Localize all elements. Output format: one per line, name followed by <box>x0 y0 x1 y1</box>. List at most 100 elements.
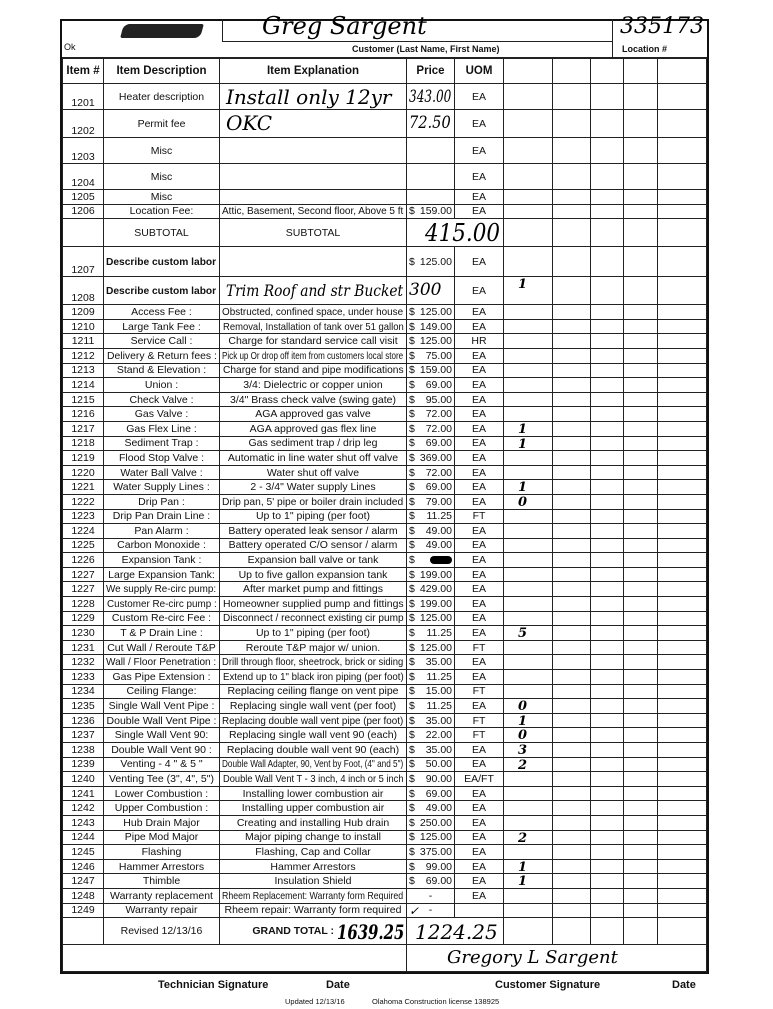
quantity-cell[interactable]: 1 <box>503 420 553 437</box>
quantity-cell[interactable] <box>503 654 553 671</box>
price-cell[interactable]: $90.00 <box>406 771 455 787</box>
blank-cell[interactable] <box>590 83 624 110</box>
blank-cell[interactable] <box>657 508 707 525</box>
quantity-cell[interactable] <box>503 406 553 422</box>
price-cell[interactable]: $199.00 <box>406 566 455 583</box>
blank-cell[interactable] <box>590 902 624 919</box>
blank-cell[interactable] <box>552 479 591 495</box>
blank-cell[interactable] <box>590 493 624 510</box>
price-cell[interactable]: $69.00 <box>406 873 455 889</box>
blank-cell[interactable] <box>623 814 658 831</box>
blank-cell[interactable] <box>590 814 624 831</box>
quantity-cell[interactable]: 5 <box>503 625 553 641</box>
blank-cell[interactable] <box>590 552 624 568</box>
quantity-cell[interactable] <box>503 189 553 205</box>
price-cell[interactable]: $69.00 <box>406 377 455 393</box>
blank-cell[interactable] <box>590 683 624 700</box>
blank-cell[interactable] <box>657 683 707 700</box>
price-cell[interactable]: $75.00 <box>406 347 455 364</box>
blank-cell[interactable] <box>552 785 591 802</box>
blank-cell[interactable] <box>552 493 591 510</box>
blank-cell[interactable] <box>552 771 591 787</box>
price-cell[interactable]: 72.50 <box>406 109 455 138</box>
price-cell[interactable]: $11.25 <box>406 625 455 641</box>
price-cell[interactable]: $35.00 <box>406 742 455 758</box>
price-cell[interactable]: $72.00 <box>406 406 455 422</box>
blank-cell[interactable] <box>623 566 658 583</box>
quantity-cell[interactable] <box>503 566 553 583</box>
blank-cell[interactable] <box>552 420 591 437</box>
blank-cell[interactable] <box>657 318 707 335</box>
blank-cell[interactable] <box>552 464 591 481</box>
blank-cell[interactable] <box>657 537 707 554</box>
blank-cell[interactable] <box>552 887 591 904</box>
blank-cell[interactable] <box>590 639 624 656</box>
blank-cell[interactable] <box>657 246 707 278</box>
blank-cell[interactable] <box>590 887 624 904</box>
blank-cell[interactable] <box>657 596 707 612</box>
blank-cell[interactable] <box>552 712 591 729</box>
blank-cell[interactable] <box>623 479 658 495</box>
price-cell[interactable]: $11.25 <box>406 669 455 685</box>
blank-cell[interactable] <box>552 683 591 700</box>
quantity-cell[interactable] <box>503 596 553 612</box>
blank-cell[interactable] <box>623 829 658 846</box>
blank-cell[interactable] <box>552 552 591 568</box>
blank-cell[interactable] <box>590 712 624 729</box>
blank-cell[interactable] <box>590 203 624 220</box>
price-cell[interactable]: 300 <box>406 276 455 306</box>
blank-cell[interactable] <box>590 246 624 278</box>
blank-cell[interactable] <box>657 333 707 349</box>
blank-cell[interactable] <box>623 163 658 190</box>
blank-cell[interactable] <box>552 800 591 816</box>
blank-cell[interactable] <box>657 109 707 138</box>
blank-cell[interactable] <box>590 800 624 816</box>
blank-cell[interactable] <box>657 493 707 510</box>
quantity-cell[interactable]: 3 <box>503 742 553 758</box>
quantity-cell[interactable] <box>503 887 553 904</box>
quantity-cell[interactable]: 1 <box>503 712 553 729</box>
blank-cell[interactable] <box>590 669 624 685</box>
blank-cell[interactable] <box>623 218 658 248</box>
blank-cell[interactable] <box>657 362 707 379</box>
blank-cell[interactable] <box>590 377 624 393</box>
price-cell[interactable]: $250.00 <box>406 814 455 831</box>
blank-cell[interactable] <box>590 347 624 364</box>
blank-cell[interactable] <box>590 537 624 554</box>
blank-cell[interactable] <box>552 347 591 364</box>
price-cell[interactable]: $50.00 <box>406 756 455 773</box>
quantity-cell[interactable] <box>503 537 553 554</box>
blank-cell[interactable] <box>590 581 624 598</box>
blank-cell[interactable] <box>590 109 624 138</box>
blank-cell[interactable] <box>590 304 624 320</box>
blank-cell[interactable] <box>623 362 658 379</box>
quantity-cell[interactable] <box>503 318 553 335</box>
quantity-cell[interactable] <box>503 246 553 278</box>
price-cell[interactable]: $49.00 <box>406 800 455 816</box>
blank-cell[interactable] <box>623 347 658 364</box>
blank-cell[interactable] <box>590 391 624 408</box>
quantity-cell[interactable] <box>503 683 553 700</box>
blank-cell[interactable] <box>552 742 591 758</box>
price-cell[interactable]: $72.00 <box>406 464 455 481</box>
blank-cell[interactable] <box>590 756 624 773</box>
quantity-cell[interactable]: 1 <box>503 479 553 495</box>
price-cell[interactable]: - <box>406 887 455 904</box>
blank-cell[interactable] <box>623 596 658 612</box>
blank-cell[interactable] <box>590 318 624 335</box>
blank-cell[interactable] <box>657 844 707 860</box>
blank-cell[interactable] <box>552 333 591 349</box>
blank-cell[interactable] <box>623 887 658 904</box>
price-cell[interactable]: $11.25 <box>406 698 455 714</box>
blank-cell[interactable] <box>623 508 658 525</box>
quantity-cell[interactable] <box>503 109 553 138</box>
blank-cell[interactable] <box>552 406 591 422</box>
price-cell[interactable]: $69.00 <box>406 785 455 802</box>
blank-cell[interactable] <box>623 203 658 220</box>
quantity-cell[interactable]: 1 <box>503 276 553 306</box>
price-cell[interactable]: $159.00 <box>406 203 455 220</box>
quantity-cell[interactable]: 1 <box>503 858 553 875</box>
blank-cell[interactable] <box>657 887 707 904</box>
blank-cell[interactable] <box>623 523 658 539</box>
quantity-cell[interactable] <box>503 800 553 816</box>
